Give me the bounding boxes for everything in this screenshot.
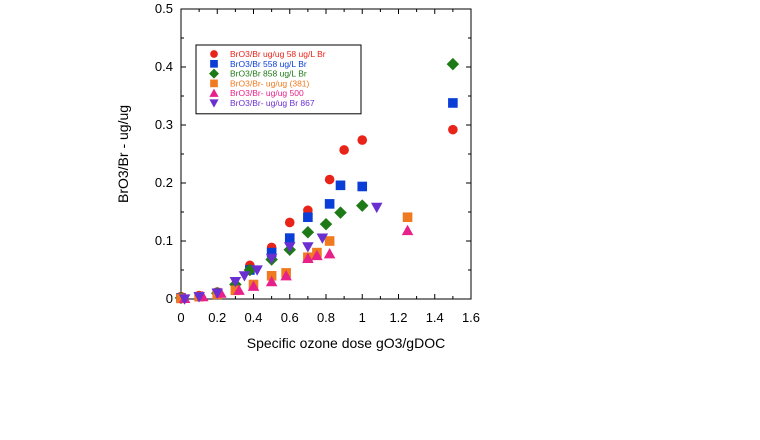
data-point-series-3 <box>356 199 369 212</box>
y-tick-label: 0 <box>166 291 173 306</box>
data-point-series-5 <box>302 252 314 264</box>
data-point-series-5 <box>323 248 336 259</box>
legend-label-5: BrO3/Br- ug/ug 500 <box>230 88 304 98</box>
data-point-series-5 <box>247 280 260 291</box>
data-point-series-6 <box>283 242 296 253</box>
data-point-series-3 <box>319 217 333 231</box>
data-point-series-2 <box>284 233 295 243</box>
data-point-series-4 <box>230 285 241 296</box>
data-point-series-6 <box>265 253 278 265</box>
data-point-series-2 <box>324 199 335 209</box>
x-tick-label: 0 <box>177 310 184 325</box>
y-tick-label: 0.3 <box>155 117 173 132</box>
legend-marker-4 <box>210 79 218 88</box>
data-point-series-4 <box>266 271 277 281</box>
data-point-series-2 <box>357 181 368 192</box>
data-point-series-1 <box>324 174 335 185</box>
data-point-series-6 <box>178 294 191 305</box>
data-point-series-6 <box>302 242 314 253</box>
data-point-series-1 <box>339 145 349 155</box>
y-tick-label: 0.1 <box>155 233 173 248</box>
legend-label-3: BrO3/Br 858 ug/L Br <box>230 69 307 79</box>
x-tick-label: 0.2 <box>208 310 226 325</box>
x-tick-label: 1.2 <box>389 310 407 325</box>
data-point-series-5 <box>401 224 414 236</box>
data-point-series-6 <box>229 276 242 288</box>
data-point-series-3 <box>334 206 347 219</box>
data-point-series-6 <box>238 271 251 282</box>
y-tick-label: 0.2 <box>155 175 173 190</box>
data-point-series-2 <box>448 98 458 108</box>
data-point-series-6 <box>370 202 383 214</box>
data-point-series-6 <box>251 265 263 276</box>
data-point-series-2 <box>266 247 277 258</box>
legend-label-2: BrO3/Br 558 ug/L Br <box>230 59 307 69</box>
legend-marker-2 <box>210 59 218 68</box>
legend-marker-6 <box>209 99 219 108</box>
data-point-series-4 <box>176 293 186 304</box>
x-tick-label: 0.4 <box>244 310 262 325</box>
x-tick-label: 0.6 <box>281 310 299 325</box>
legend-marker-1 <box>210 50 218 58</box>
x-axis-title: Specific ozone dose gO3/gDOC <box>247 335 445 351</box>
x-tick-label: 1.4 <box>426 310 444 325</box>
y-tick-label: 0.4 <box>155 59 173 74</box>
legend-marker-5 <box>209 88 219 97</box>
data-point-series-1 <box>357 135 368 145</box>
data-point-series-6 <box>193 292 205 303</box>
data-point-series-4 <box>402 212 413 223</box>
legend-marker-3 <box>209 68 219 79</box>
data-point-series-3 <box>301 226 315 239</box>
data-point-series-2 <box>303 212 313 223</box>
data-point-series-6 <box>316 233 329 244</box>
data-point-series-2 <box>335 180 346 191</box>
data-point-series-5 <box>311 249 323 261</box>
legend-box <box>195 44 362 115</box>
legend-label-1: BrO3/Br ug/ug 58 ug/L Br <box>230 49 326 59</box>
data-point-series-4 <box>324 236 335 246</box>
y-axis-title: BrO3/Br - ug/ug <box>115 105 131 203</box>
data-point-series-3 <box>446 57 460 71</box>
legend-label-6: BrO3/Br- ug/ug Br 867 <box>230 98 315 108</box>
data-point-series-1 <box>284 217 295 228</box>
x-tick-label: 1.6 <box>462 310 480 325</box>
data-point-series-5 <box>280 270 292 281</box>
y-tick-label: 0.5 <box>155 1 173 16</box>
legend-label-4: BrO3/Br- ug/ug (381) <box>230 78 310 88</box>
x-tick-label: 0.8 <box>317 310 335 325</box>
data-point-series-5 <box>265 275 278 287</box>
data-point-series-6 <box>211 288 224 299</box>
x-tick-label: 1 <box>359 310 366 325</box>
data-point-series-5 <box>233 284 245 295</box>
data-point-series-1 <box>448 124 458 135</box>
